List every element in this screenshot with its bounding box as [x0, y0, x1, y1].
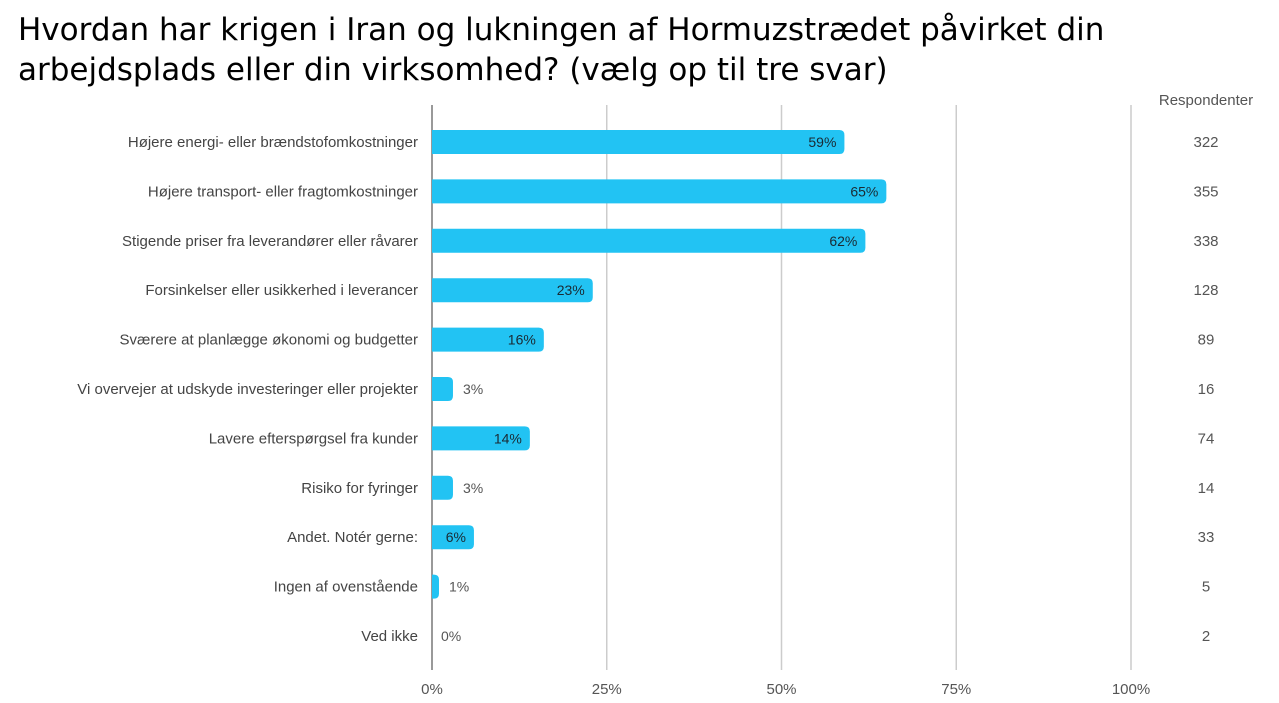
category-label: Højere energi- eller brændstofomkostning… — [128, 134, 418, 151]
category-label: Forsinkelser eller usikkerhed i leveranc… — [145, 282, 418, 299]
value-label: 16% — [508, 332, 536, 348]
category-label: Vi overvejer at udskyde investeringer el… — [77, 381, 418, 398]
chart-title: Hvordan har krigen i Iran og lukningen a… — [18, 12, 1105, 88]
value-label: 1% — [449, 579, 469, 595]
bar — [432, 475, 453, 500]
respondent-count: 16 — [1198, 381, 1215, 398]
value-label: 0% — [441, 628, 461, 644]
value-label: 6% — [446, 529, 466, 545]
respondent-count: 33 — [1198, 529, 1215, 546]
category-label: Sværere at planlægge økonomi og budgette… — [119, 332, 418, 349]
respondent-count: 128 — [1193, 282, 1218, 299]
bar — [432, 377, 453, 401]
value-label: 23% — [557, 282, 585, 298]
value-label: 59% — [808, 134, 836, 150]
bar — [432, 426, 530, 451]
category-label: Ingen af ovenstående — [274, 579, 418, 596]
value-label: 3% — [463, 480, 483, 496]
respondent-count: 355 — [1193, 183, 1218, 200]
category-label: Andet. Notér gerne: — [287, 529, 418, 546]
counts-header: Respondenter — [1159, 92, 1253, 109]
category-label: Lavere efterspørgsel fra kunder — [209, 430, 418, 447]
bar — [432, 228, 866, 253]
category-label: Risiko for fyringer — [301, 480, 418, 497]
value-label: 14% — [494, 430, 522, 446]
respondent-count: 89 — [1198, 332, 1215, 349]
respondent-count: 14 — [1198, 480, 1215, 497]
bar — [432, 278, 593, 303]
category-label: Højere transport- eller fragtomkostninge… — [148, 183, 418, 200]
bar — [432, 574, 439, 599]
bar — [432, 130, 845, 154]
bar — [432, 179, 887, 204]
respondent-count: 338 — [1193, 233, 1218, 250]
respondent-count: 2 — [1202, 628, 1210, 645]
value-label: 62% — [829, 233, 857, 249]
x-tick-label: 75% — [941, 681, 971, 698]
bar — [432, 327, 544, 352]
respondent-count: 74 — [1198, 430, 1215, 447]
x-tick-label: 100% — [1112, 681, 1150, 698]
value-label: 3% — [463, 381, 483, 397]
value-label: 65% — [850, 183, 878, 199]
respondent-count: 322 — [1193, 134, 1218, 151]
respondent-count: 5 — [1202, 579, 1210, 596]
category-label: Stigende priser fra leverandører eller r… — [122, 233, 418, 250]
x-tick-label: 50% — [766, 681, 796, 698]
category-label: Ved ikke — [361, 628, 418, 645]
bar — [432, 525, 474, 550]
x-tick-label: 25% — [592, 681, 622, 698]
x-tick-label: 0% — [421, 681, 443, 698]
